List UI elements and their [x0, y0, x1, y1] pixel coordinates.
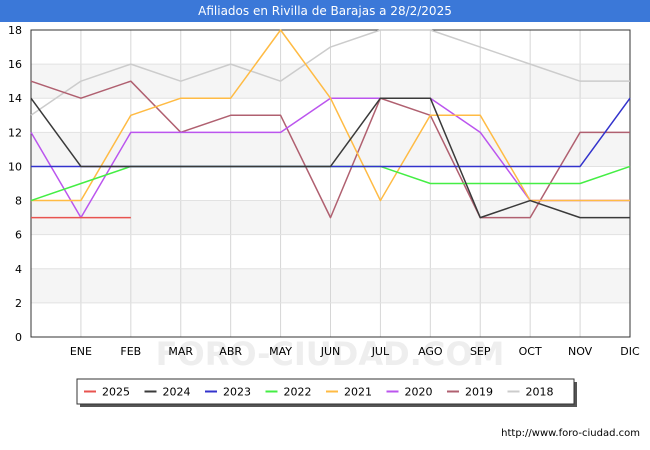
legend: 2025 2024 2023 2022 2021 2020 2019 2018 — [76, 378, 577, 407]
y-tick-label: 12 — [8, 126, 22, 139]
source-url: http://www.foro-ciudad.com — [501, 428, 640, 439]
x-axis-ticks: ENE FEB MAR ABR MAY JUN JUL AGO SEP OCT NOV DIC — [70, 345, 640, 358]
legend-label-2019: 2019 — [465, 386, 493, 399]
x-tick-label: AGO — [418, 345, 443, 358]
x-tick-label: OCT — [519, 345, 542, 358]
chart-title: Afiliados en Rivilla de Barajas a 28/2/2… — [0, 0, 650, 22]
legend-label-2018: 2018 — [526, 386, 554, 399]
y-tick-label: 8 — [15, 195, 22, 208]
y-axis-ticks: 0 2 4 6 8 10 12 14 16 18 — [8, 24, 22, 344]
x-tick-label: MAR — [168, 345, 193, 358]
legend-box — [76, 378, 575, 405]
legend-label-2024: 2024 — [163, 386, 191, 399]
x-tick-label: SEP — [470, 345, 491, 358]
x-tick-label: ABR — [219, 345, 242, 358]
series-lines — [30, 29, 631, 219]
x-tick-label: JUN — [320, 345, 341, 358]
y-tick-label: 6 — [15, 229, 22, 242]
y-tick-label: 16 — [8, 58, 22, 71]
x-tick-label: NOV — [568, 345, 593, 358]
y-tick-label: 10 — [8, 160, 22, 173]
plot-frame — [30, 29, 631, 338]
y-tick-label: 4 — [15, 263, 22, 276]
y-tick-label: 0 — [15, 331, 22, 344]
series-line-2018 — [30, 29, 630, 116]
x-tick-label: MAY — [269, 345, 292, 358]
y-tick-label: 14 — [8, 92, 22, 105]
legend-label-2020: 2020 — [405, 386, 433, 399]
x-tick-label: FEB — [120, 345, 141, 358]
x-tick-label: JUL — [371, 345, 390, 358]
legend-label-2021: 2021 — [344, 386, 372, 399]
y-tick-label: 2 — [15, 297, 22, 310]
x-tick-label: DIC — [620, 345, 640, 358]
series-line-2024 — [30, 97, 630, 219]
legend-label-2023: 2023 — [223, 386, 251, 399]
series-line-2019 — [30, 80, 630, 219]
legend-label-2025: 2025 — [102, 386, 130, 399]
watermark-text: FORO-CIUDAD.COM — [156, 335, 505, 373]
y-tick-label: 18 — [8, 24, 22, 37]
x-tick-label: ENE — [70, 345, 92, 358]
legend-label-2022: 2022 — [284, 386, 312, 399]
